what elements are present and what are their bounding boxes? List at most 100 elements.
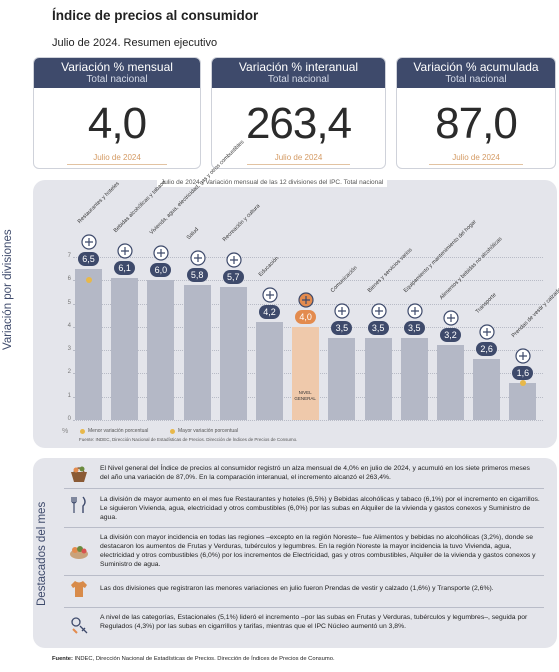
- bar-value-label: 1,6: [512, 365, 534, 380]
- legend-max: Mayor variación porcentual: [170, 428, 238, 434]
- chart-bar: [328, 338, 356, 420]
- chart-bar: [400, 338, 428, 420]
- legend-marker: [170, 428, 175, 434]
- chart-y-axis-title: Variación por divisiones: [2, 229, 14, 350]
- y-tick-label: 7: [67, 252, 71, 259]
- max-variation-marker: [85, 276, 92, 283]
- chart-title: Julio de 2024 - Variación mensual de las…: [157, 178, 388, 187]
- y-tick-label: 1: [67, 392, 71, 399]
- category-icon: [153, 245, 169, 261]
- legend-min: Menor variación porcentual: [80, 428, 148, 434]
- chart-unit-label: %: [62, 428, 69, 435]
- category-icon: [262, 287, 278, 303]
- bar-value-label: 3,5: [367, 321, 389, 336]
- min-variation-marker: [519, 379, 526, 386]
- bar-value-label: 5,7: [222, 270, 244, 285]
- chart-bar: [219, 287, 247, 420]
- legend-marker: [80, 428, 85, 434]
- page-source: Fuente: INDEC, Dirección Nacional de Est…: [52, 656, 335, 662]
- category-icon: [81, 233, 97, 250]
- kpi-divider: [246, 164, 351, 165]
- y-tick-label: 6: [67, 276, 71, 283]
- kpi-value: 4,0: [87, 99, 147, 148]
- kpi-label: Variación % acumulada: [413, 60, 539, 74]
- chart-bar: [509, 382, 537, 420]
- bar-value-label: 5,8: [186, 267, 208, 282]
- y-tick-label: 4: [67, 322, 71, 329]
- kpi-card-acumulada: Variación % acumulada Total nacional 87,…: [396, 57, 556, 169]
- highlights-title: Destacados del mes: [36, 501, 48, 606]
- chart-bar: [437, 345, 464, 420]
- chart-gridline: [73, 280, 543, 282]
- bar-value-label: 4,0: [295, 309, 317, 324]
- kpi-sublabel: Total nacional: [445, 74, 507, 85]
- restaurant-icon: [71, 496, 86, 513]
- category-icon: [443, 310, 459, 327]
- chart-bar: [147, 280, 175, 420]
- source-label: Fuente:: [52, 656, 73, 662]
- y-tick-label: 3: [67, 346, 71, 353]
- bar-value-label: 4,2: [259, 305, 280, 320]
- bar-value-label: 2,6: [476, 342, 498, 357]
- y-tick-label: 2: [67, 369, 71, 376]
- clothing-icon: [71, 581, 87, 597]
- kpi-label: Variación % mensual: [61, 60, 173, 74]
- kpi-value: 87,0: [435, 99, 518, 148]
- chart-bar: [111, 277, 139, 420]
- chart-bar: [292, 326, 320, 420]
- kpi-card-header: Variación % interanual Total nacional: [212, 58, 385, 88]
- nivel-general-label: NIVEL GENERAL: [294, 390, 316, 401]
- kpi-value: 263,4: [245, 99, 352, 148]
- kpi-date: Julio de 2024: [274, 153, 323, 162]
- category-icon: [189, 250, 206, 266]
- kpi-sublabel: Total nacional: [86, 74, 148, 85]
- chart-gridline: [73, 256, 543, 258]
- highlight-divider: [64, 607, 544, 608]
- seasonal-icon: [71, 617, 88, 634]
- bar-value-label: 3,5: [403, 321, 425, 336]
- kpi-card-interanual: Variación % interanual Total nacional 26…: [211, 57, 386, 169]
- chart-bar: [473, 359, 501, 420]
- category-icon: [117, 243, 133, 259]
- highlight-divider: [64, 488, 544, 489]
- kpi-divider: [428, 164, 524, 165]
- shopping-basket-icon: [71, 466, 87, 482]
- chart-source: Fuente: INDEC, Dirección Nacional de Est…: [79, 437, 298, 442]
- highlight-item: El Nivel general del Índice de precios a…: [100, 465, 530, 481]
- food-basket-icon: [70, 546, 88, 559]
- page-title: Índice de precios al consumidor: [52, 8, 259, 23]
- legend-min-label: Menor variación porcentual: [88, 428, 149, 434]
- source-text: INDEC, Dirección Nacional de Estadística…: [74, 656, 335, 662]
- highlight-divider: [64, 575, 544, 576]
- chart-gridline: [73, 420, 543, 421]
- kpi-card-header: Variación % mensual Total nacional: [34, 58, 200, 88]
- highlights-panel: [33, 458, 557, 648]
- kpi-card-mensual: Variación % mensual Total nacional 4,0 J…: [33, 57, 201, 169]
- y-tick-label: 5: [67, 299, 71, 306]
- bar-value-label: 3,5: [331, 321, 353, 336]
- highlight-item: A nivel de las categorías, Estacionales …: [100, 614, 528, 630]
- y-tick-label: 0: [67, 416, 71, 422]
- kpi-card-header: Variación % acumulada Total nacional: [397, 58, 555, 88]
- bar-value-label: 6,1: [114, 260, 136, 275]
- bar-value-label: 6,0: [150, 263, 172, 278]
- category-icon: [226, 252, 242, 268]
- highlight-divider: [64, 527, 544, 528]
- kpi-date: Julio de 2024: [452, 153, 500, 162]
- highlight-item: Las dos divisiones que registraron las m…: [100, 585, 494, 592]
- chart-bar: [183, 284, 211, 420]
- highlight-item: La división con mayor incidencia en toda…: [100, 534, 536, 568]
- kpi-label: Variación % interanual: [238, 60, 359, 74]
- category-icon: [370, 303, 387, 320]
- category-icon: [479, 324, 495, 341]
- category-icon: [515, 348, 531, 364]
- bar-value-label: 6,5: [78, 251, 99, 266]
- category-icon: [334, 303, 350, 320]
- chart-bar: [364, 338, 392, 420]
- bar-value-label: 3,2: [440, 328, 461, 343]
- chart-bar: [75, 268, 102, 420]
- category-icon: [407, 303, 423, 320]
- category-icon: [298, 292, 314, 308]
- chart-bar: [256, 322, 283, 420]
- kpi-divider: [67, 164, 167, 165]
